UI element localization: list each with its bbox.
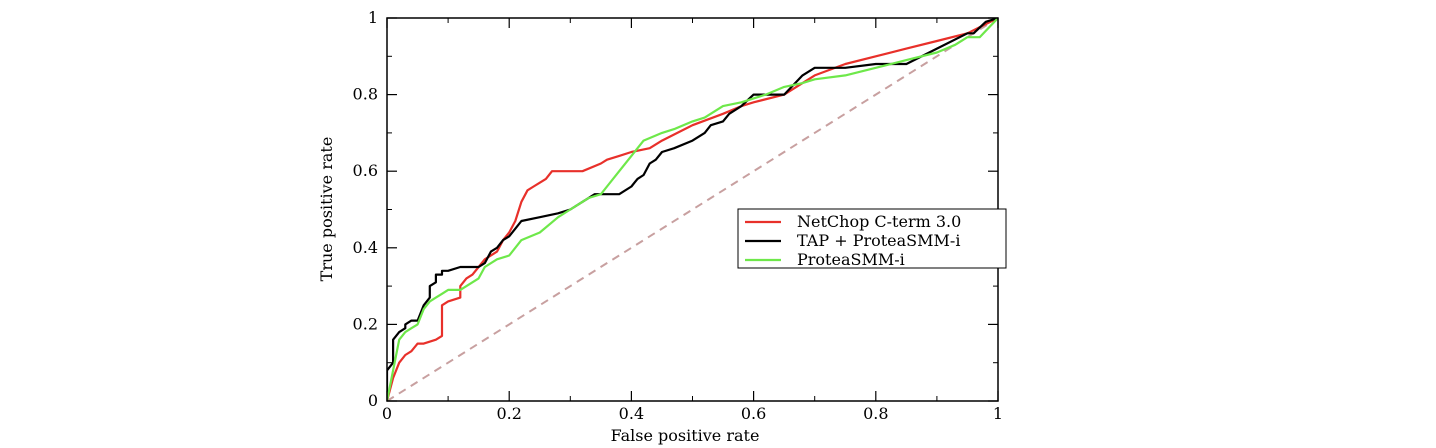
legend-label-1: NetChop C-term 3.0 — [797, 212, 961, 231]
x-tick-label: 1 — [993, 404, 1003, 423]
x-tick-label: 0.8 — [863, 404, 888, 423]
y-tick-label: 0 — [368, 391, 378, 410]
x-tick-label: 0 — [382, 404, 392, 423]
y-tick-label: 0.2 — [353, 314, 378, 333]
y-tick-label: 1 — [368, 8, 378, 27]
x-axis-title: False positive rate — [611, 426, 760, 445]
x-tick-label: 0.2 — [496, 404, 521, 423]
legend-label-3: ProteaSMM-i — [797, 250, 905, 269]
legend-box — [737, 208, 1007, 269]
y-tick-label: 0.4 — [353, 238, 378, 257]
y-tick-label: 0.8 — [353, 85, 378, 104]
legend-label-2: TAP + ProteaSMM-i — [797, 231, 960, 250]
x-tick-label: 0.6 — [741, 404, 766, 423]
y-axis-title: True positive rate — [317, 137, 336, 282]
y-tick-label: 0.6 — [353, 161, 378, 180]
series-line-3 — [387, 18, 998, 401]
series-line-1 — [387, 18, 998, 401]
x-tick-label: 0.4 — [619, 404, 644, 423]
